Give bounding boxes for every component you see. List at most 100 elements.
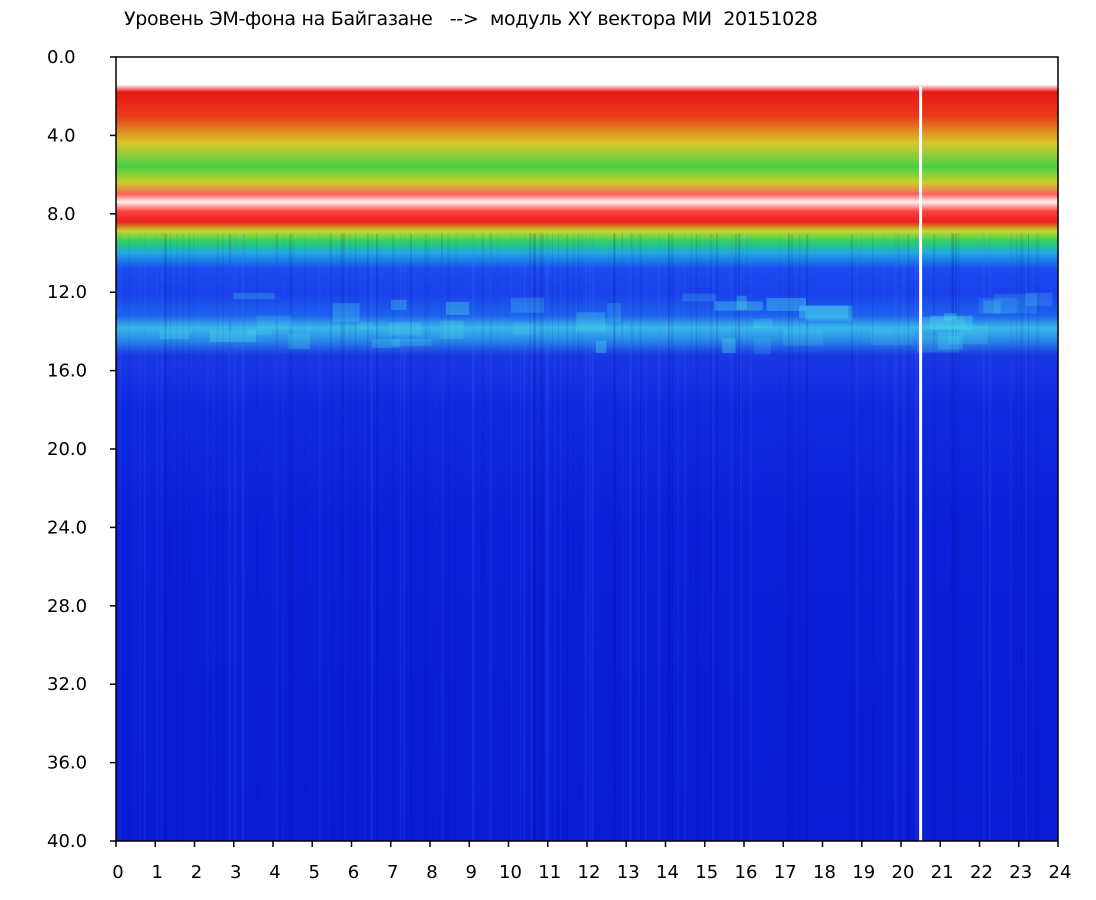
noise-streak bbox=[667, 233, 671, 841]
noise-streak bbox=[289, 233, 292, 841]
noise-streak bbox=[1010, 233, 1013, 841]
noise-streak bbox=[188, 233, 190, 841]
noise-streak bbox=[872, 233, 874, 841]
noise-streak bbox=[955, 233, 957, 841]
x-tick-label: 14 bbox=[656, 862, 679, 883]
noise-streak bbox=[228, 233, 232, 841]
band-patch bbox=[722, 338, 736, 353]
noise-streak bbox=[958, 233, 960, 841]
x-tick-label: 17 bbox=[774, 862, 797, 883]
x-tick-label: 6 bbox=[348, 862, 359, 883]
noise-streak bbox=[541, 233, 544, 841]
noise-streak bbox=[1026, 233, 1028, 841]
noise-streak bbox=[644, 233, 647, 841]
x-tick-label: 2 bbox=[191, 862, 202, 883]
noise-streak bbox=[441, 233, 443, 841]
x-tick-label: 21 bbox=[931, 862, 954, 883]
y-axis: 0.0 4.0 8.0 12.0 16.0 20.0 24.0 28.0 32.0 36.0 40.… bbox=[47, 47, 116, 852]
noise-streak bbox=[746, 233, 749, 841]
y-tick-label: 20.0 bbox=[47, 439, 87, 460]
noise-streak bbox=[520, 233, 521, 841]
noise-streak bbox=[732, 233, 734, 841]
noise-streak bbox=[589, 233, 592, 841]
noise-streak bbox=[340, 233, 342, 841]
noise-streak bbox=[474, 233, 476, 841]
band-patch bbox=[948, 325, 988, 345]
y-tick-label: 0.0 bbox=[47, 47, 76, 68]
noise-streak bbox=[222, 233, 224, 841]
noise-streak bbox=[798, 233, 801, 841]
x-tick-label: 9 bbox=[466, 862, 477, 883]
noise-streak bbox=[668, 233, 670, 841]
noise-streak bbox=[915, 233, 918, 841]
band-patch bbox=[372, 339, 400, 348]
noise-streak bbox=[539, 233, 541, 841]
band-patch bbox=[943, 313, 957, 321]
noise-streak bbox=[376, 233, 378, 841]
noise-streak bbox=[560, 233, 561, 841]
noise-streak bbox=[902, 233, 905, 841]
noise-streak bbox=[581, 233, 583, 841]
plot-area bbox=[115, 56, 1059, 842]
noise-streak bbox=[1032, 233, 1033, 841]
noise-streak bbox=[709, 233, 713, 841]
band-patch bbox=[805, 305, 853, 321]
noise-streak bbox=[364, 233, 366, 841]
noise-streak bbox=[1028, 233, 1030, 841]
noise-streak bbox=[553, 233, 556, 841]
noise-streak bbox=[523, 233, 526, 841]
noise-streak bbox=[119, 233, 121, 841]
noise-streak bbox=[291, 233, 294, 841]
noise-streak bbox=[750, 233, 753, 841]
noise-streak bbox=[410, 233, 412, 841]
x-tick-label: 20 bbox=[892, 862, 915, 883]
noise-streak bbox=[403, 233, 406, 841]
noise-streak bbox=[510, 233, 513, 841]
noise-streak bbox=[1019, 233, 1022, 841]
noise-streak bbox=[677, 233, 679, 841]
x-tick-label: 16 bbox=[735, 862, 758, 883]
noise-streak bbox=[193, 233, 195, 841]
noise-streak bbox=[128, 233, 130, 841]
noise-streak bbox=[169, 233, 172, 841]
band-patch bbox=[766, 297, 806, 311]
noise-streak bbox=[530, 233, 533, 841]
noise-streak bbox=[318, 233, 321, 841]
noise-streak bbox=[530, 233, 533, 841]
noise-streak bbox=[182, 233, 185, 841]
noise-streak bbox=[393, 233, 395, 841]
band-patch bbox=[332, 303, 360, 322]
band-patch bbox=[799, 305, 849, 319]
noise-streak bbox=[933, 233, 936, 841]
noise-streak bbox=[736, 233, 738, 841]
noise-streak bbox=[329, 233, 331, 841]
noise-streak bbox=[481, 233, 484, 841]
band-patch bbox=[993, 293, 1037, 314]
y-tick-label: 8.0 bbox=[47, 204, 76, 225]
noise-streak bbox=[896, 233, 898, 841]
noise-streak bbox=[791, 233, 793, 841]
noise-streak bbox=[370, 233, 373, 841]
x-tick-label: 19 bbox=[852, 862, 875, 883]
noise-streak bbox=[1015, 233, 1018, 841]
noise-streak bbox=[578, 233, 580, 841]
x-tick-label: 11 bbox=[538, 862, 561, 883]
noise-streak bbox=[228, 233, 231, 841]
noise-streak bbox=[621, 233, 623, 841]
band-patch bbox=[159, 329, 190, 340]
noise-streak bbox=[730, 233, 733, 841]
band-patch bbox=[209, 330, 257, 342]
y-tick-label: 32.0 bbox=[47, 674, 87, 695]
noise-streak bbox=[566, 233, 569, 841]
noise-streak bbox=[690, 233, 692, 841]
band-patch bbox=[983, 300, 1001, 314]
noise-streak bbox=[354, 233, 357, 841]
band-patch bbox=[978, 297, 1017, 314]
noise-streak bbox=[631, 233, 634, 841]
chart-title: Уровень ЭМ-фона на Байгазане --> модуль … bbox=[124, 8, 818, 30]
noise-streak bbox=[164, 233, 167, 841]
band-patch bbox=[917, 335, 960, 353]
noise-streak bbox=[455, 233, 457, 841]
noise-streak bbox=[894, 233, 896, 841]
